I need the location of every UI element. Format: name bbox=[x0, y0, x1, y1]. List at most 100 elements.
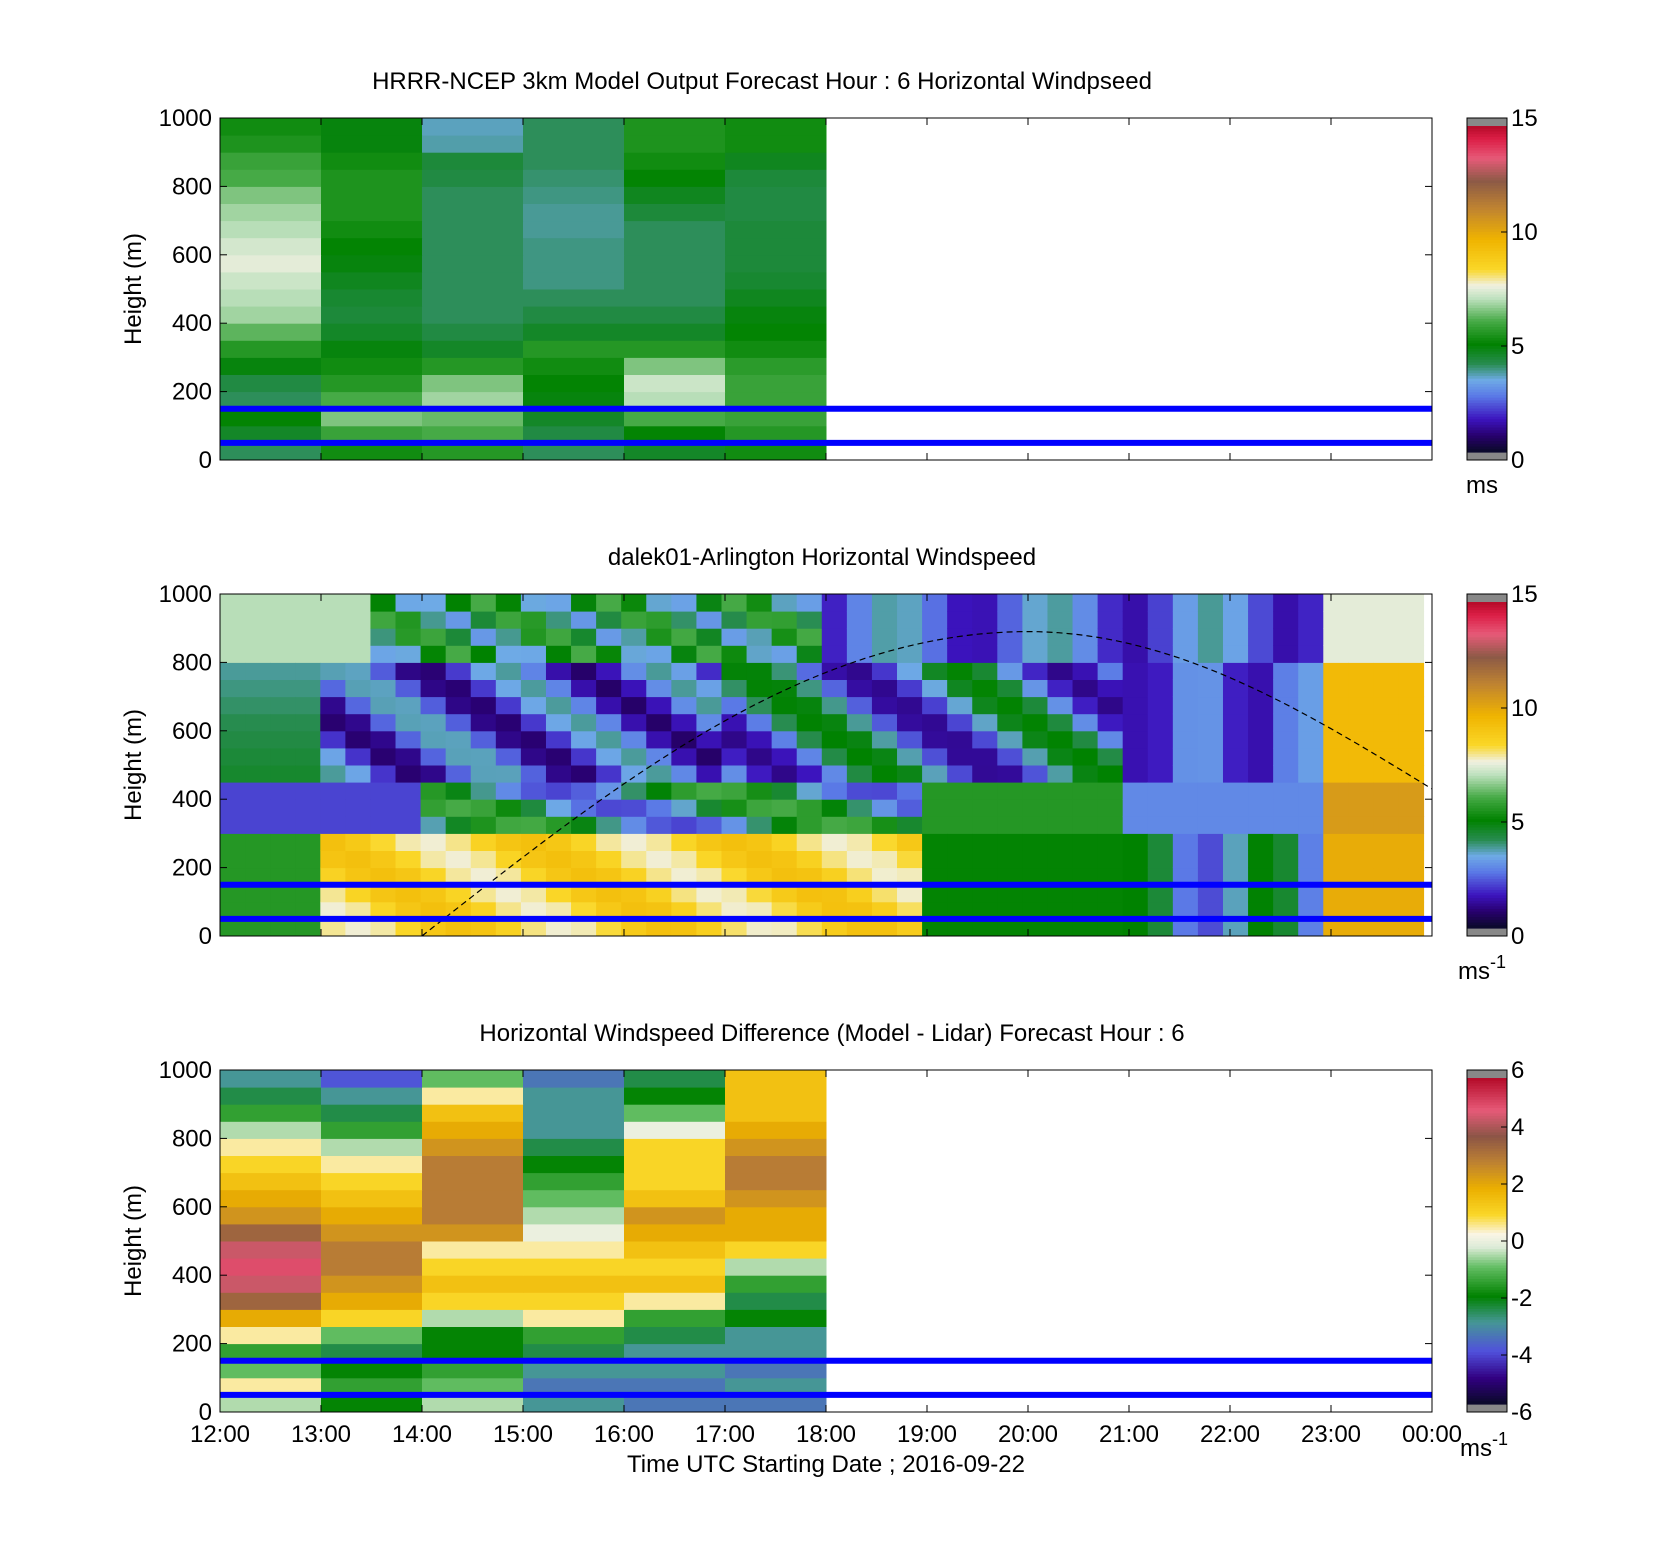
heatmap-cell bbox=[370, 662, 397, 680]
heatmap-cell bbox=[395, 816, 422, 834]
heatmap-cell bbox=[997, 782, 1023, 800]
colorbar-segment bbox=[1467, 193, 1507, 198]
heatmap-cell bbox=[1197, 850, 1224, 869]
colorbar-segment bbox=[1467, 1387, 1507, 1392]
heatmap-cell bbox=[771, 782, 798, 800]
colorbar-segment bbox=[1467, 721, 1507, 725]
x-tick-label: 15:00 bbox=[493, 1421, 553, 1448]
heatmap-cell bbox=[1022, 816, 1048, 834]
heatmap-cell bbox=[321, 1343, 423, 1362]
colorbar-segment bbox=[1467, 1227, 1507, 1231]
heatmap-cell bbox=[997, 645, 1023, 663]
heatmap-cell bbox=[520, 628, 547, 646]
heatmap-cell bbox=[1072, 833, 1099, 851]
heatmap-cell bbox=[621, 594, 647, 612]
colorbar-segment bbox=[1467, 881, 1507, 886]
colorbar-segment bbox=[1467, 699, 1507, 704]
heatmap-cell bbox=[1373, 594, 1400, 612]
heatmap-cell bbox=[1122, 884, 1149, 903]
heatmap-cell bbox=[897, 594, 923, 612]
heatmap-cell bbox=[523, 220, 625, 239]
heatmap-cell bbox=[1197, 628, 1224, 646]
heatmap-cell bbox=[721, 918, 748, 937]
heatmap-cell bbox=[520, 645, 547, 663]
heatmap-cell bbox=[846, 867, 873, 886]
heatmap-cell bbox=[846, 799, 873, 817]
heatmap-cell bbox=[295, 594, 321, 612]
colorbar-segment bbox=[1467, 870, 1507, 875]
heatmap-cell bbox=[1298, 816, 1324, 834]
heatmap-cell bbox=[523, 1155, 625, 1174]
colorbar-segment bbox=[1467, 1208, 1507, 1212]
heatmap-cell bbox=[1022, 730, 1048, 749]
heatmap-cell bbox=[370, 696, 397, 715]
heatmap-cell bbox=[270, 901, 296, 920]
heatmap-cell bbox=[725, 1360, 827, 1379]
colorbar-segment bbox=[1467, 346, 1507, 350]
heatmap-cell bbox=[495, 628, 522, 646]
heatmap-cell bbox=[1398, 594, 1425, 612]
heatmap-cell bbox=[220, 611, 246, 629]
heatmap-cell bbox=[1222, 867, 1249, 886]
heatmap-cell bbox=[470, 628, 497, 646]
heatmap-cell bbox=[395, 918, 422, 937]
heatmap-cell bbox=[821, 867, 848, 886]
heatmap-cell bbox=[1248, 799, 1274, 817]
colorbar-segment bbox=[1467, 370, 1507, 374]
colorbar-segment bbox=[1467, 1379, 1507, 1383]
heatmap-cell bbox=[1373, 611, 1400, 629]
colorbar-segment bbox=[1467, 400, 1507, 404]
heatmap-cell bbox=[220, 340, 322, 358]
heatmap-cell bbox=[1398, 747, 1425, 766]
heatmap-cell bbox=[972, 662, 998, 680]
heatmap-cell bbox=[321, 1241, 423, 1259]
heatmap-cell bbox=[520, 713, 547, 732]
heatmap-cell bbox=[721, 747, 748, 766]
heatmap-cell bbox=[370, 628, 397, 646]
colorbar-segment bbox=[1467, 269, 1507, 274]
colorbar-segment bbox=[1467, 726, 1507, 731]
heatmap-cell bbox=[1222, 645, 1249, 663]
heatmap-cell bbox=[897, 799, 923, 817]
colorbar-segment bbox=[1467, 145, 1507, 149]
colorbar-segment bbox=[1467, 1249, 1507, 1253]
heatmap-cell bbox=[997, 594, 1023, 612]
heatmap-cell bbox=[320, 833, 346, 851]
heatmap-cell bbox=[1097, 901, 1124, 920]
heatmap-cell bbox=[445, 713, 472, 732]
heatmap-cell bbox=[370, 765, 397, 783]
heatmap-cell bbox=[871, 867, 898, 886]
heatmap-cell bbox=[470, 816, 497, 834]
colorbar-segment bbox=[1467, 394, 1507, 399]
heatmap-cell bbox=[671, 696, 697, 715]
heatmap-cell bbox=[395, 696, 422, 715]
heatmap-cell bbox=[1197, 867, 1224, 886]
heatmap-cell bbox=[523, 271, 625, 290]
y-tick-label: 400 bbox=[172, 310, 212, 337]
colorbar-segment bbox=[1467, 629, 1507, 633]
heatmap-cell bbox=[1348, 662, 1374, 680]
heatmap-cell bbox=[571, 901, 597, 920]
colorbar-segment bbox=[1467, 672, 1507, 676]
heatmap-cell bbox=[545, 611, 572, 629]
heatmap-cell bbox=[422, 1292, 524, 1310]
heatmap-cell bbox=[1273, 799, 1299, 817]
colorbar-segment bbox=[1467, 612, 1507, 617]
heatmap-cell bbox=[220, 1343, 322, 1362]
heatmap-cell bbox=[1097, 594, 1124, 612]
heatmap-cell bbox=[1222, 747, 1249, 766]
heatmap-cell bbox=[671, 867, 697, 886]
heatmap-cell bbox=[523, 1087, 625, 1105]
heatmap-cell bbox=[321, 425, 423, 444]
colorbar-segment bbox=[1467, 650, 1507, 655]
colorbar-segment bbox=[1467, 174, 1507, 179]
heatmap-cell bbox=[596, 713, 622, 732]
heatmap-cell bbox=[1172, 611, 1199, 629]
colorbar-segment bbox=[1467, 1126, 1507, 1131]
colorbar-segment bbox=[1467, 634, 1507, 638]
heatmap-cell bbox=[796, 765, 823, 783]
colorbar-segment bbox=[1467, 329, 1507, 334]
heatmap-cell bbox=[746, 730, 773, 749]
heatmap-cell bbox=[771, 833, 798, 851]
heatmap-cell bbox=[395, 884, 422, 903]
